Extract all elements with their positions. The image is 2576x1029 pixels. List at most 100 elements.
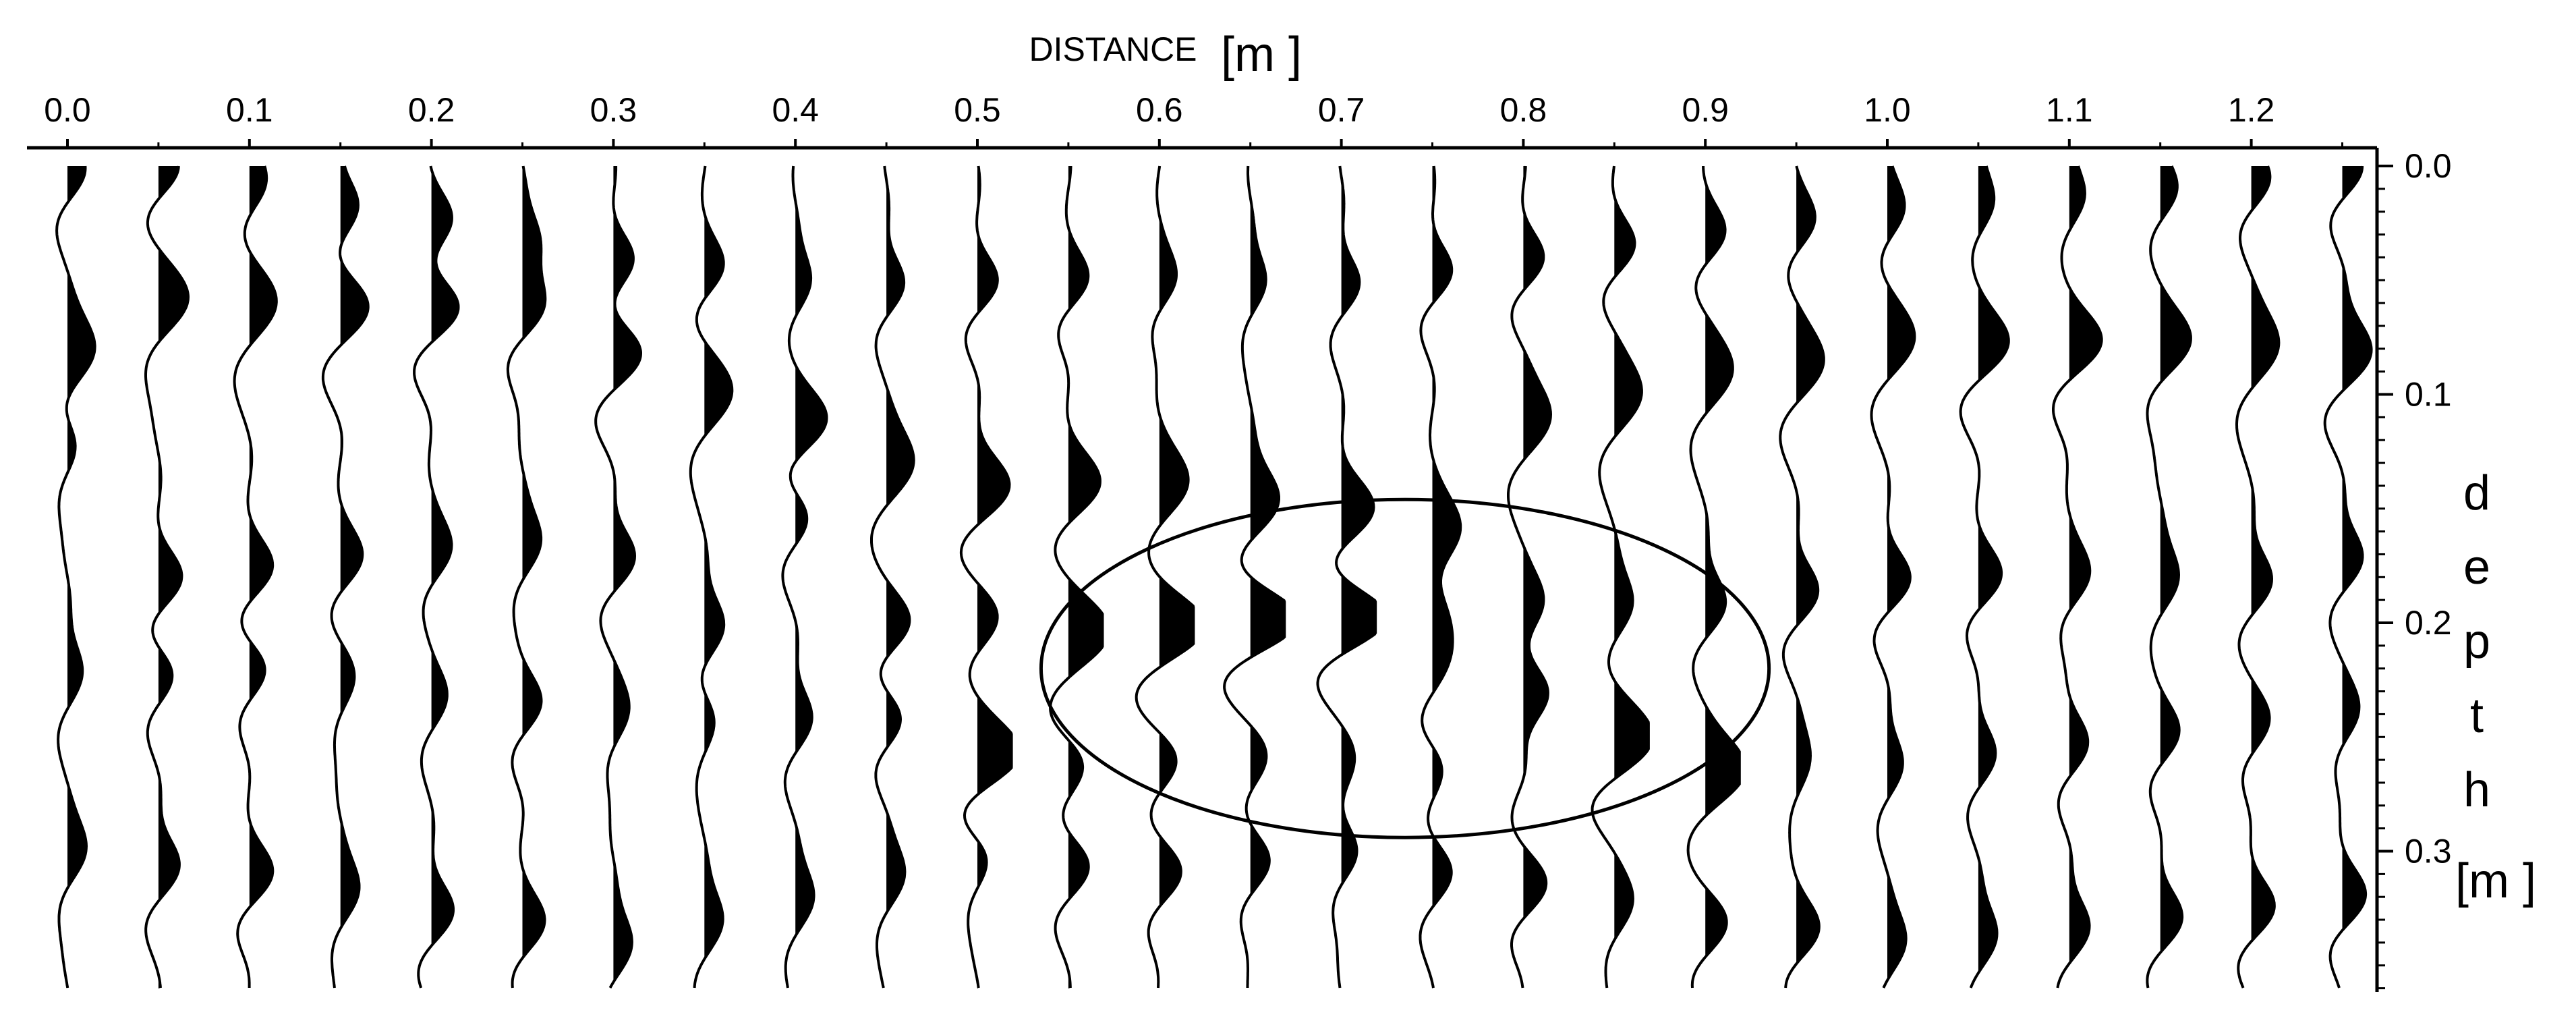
x-tick-label: 0.8	[1500, 91, 1547, 129]
y-axis-title-letter-h: h	[2463, 763, 2490, 817]
x-tick-label: 0.2	[408, 91, 455, 129]
target-highlight-ellipse	[1039, 497, 1771, 839]
trace-line	[689, 165, 734, 989]
trace-line	[1135, 165, 1195, 989]
trace-fill	[613, 166, 641, 989]
trace-fill	[1705, 166, 1740, 989]
y-tick-label: 0.1	[2405, 376, 2452, 414]
y-axis-title-letter-t: t	[2470, 689, 2484, 743]
trace-12	[1135, 165, 1195, 989]
trace-fill	[522, 166, 546, 989]
trace-13	[1223, 165, 1286, 989]
trace-5	[506, 165, 547, 989]
trace-line	[1779, 165, 1825, 989]
y-axis-title-unit: [m ]	[2455, 854, 2536, 908]
traces-layer	[55, 165, 2373, 989]
trace-19	[1779, 165, 1825, 989]
x-axis-title-unit: [m ]	[1221, 28, 1302, 82]
trace-line	[2235, 165, 2281, 989]
trace-line	[959, 165, 1013, 989]
y-tick-label: 0.3	[2405, 833, 2452, 870]
x-tick-label: 0.3	[590, 91, 637, 129]
trace-fill	[2160, 166, 2191, 989]
trace-line	[233, 165, 278, 988]
trace-20	[1870, 165, 1916, 989]
trace-line	[506, 165, 547, 989]
x-tick-label: 1.2	[2228, 91, 2275, 129]
x-axis-title: DISTANCE [m ]	[1029, 28, 1302, 82]
x-tick-label: 0.4	[772, 91, 819, 129]
trace-fill	[67, 166, 95, 989]
trace-fill	[158, 166, 188, 989]
annotation-layer	[1039, 497, 1771, 839]
y-tick-label: 0.0	[2405, 147, 2452, 185]
trace-line	[1686, 166, 1741, 989]
trace-fill	[1614, 166, 1649, 989]
trace-2	[233, 165, 278, 989]
trace-line	[413, 165, 460, 989]
trace-6	[594, 166, 642, 989]
trace-line	[2052, 165, 2103, 989]
trace-line	[1507, 165, 1553, 989]
trace-21	[1959, 165, 2010, 989]
trace-23	[2146, 165, 2192, 989]
trace-14	[1316, 165, 1377, 989]
trace-17	[1591, 165, 1650, 989]
trace-8	[781, 165, 828, 989]
trace-fill	[1432, 166, 1461, 989]
trace-line	[55, 165, 96, 989]
y-axis-title: d e p t h [m ]	[2455, 466, 2536, 908]
trace-line	[321, 165, 370, 989]
trace-fill	[2069, 166, 2102, 989]
trace-line	[144, 165, 190, 989]
x-tick-label: 0.7	[1318, 91, 1365, 129]
trace-line	[2323, 165, 2373, 989]
y-axis-title-letter-d: d	[2463, 466, 2490, 520]
trace-fill	[1978, 166, 2009, 989]
trace-fill	[1250, 166, 1285, 989]
trace-3	[321, 165, 370, 989]
trace-fill	[886, 166, 914, 989]
trace-24	[2235, 165, 2281, 989]
trace-fill	[1341, 166, 1376, 989]
x-tick-label: 1.0	[1864, 91, 1911, 129]
x-tick-label: 0.0	[44, 91, 91, 129]
trace-25	[2323, 165, 2373, 989]
trace-15	[1419, 165, 1462, 989]
x-tick-label: 0.6	[1136, 91, 1183, 129]
x-tick-label: 0.5	[954, 91, 1001, 129]
trace-line	[594, 166, 642, 989]
x-axis-ticks: 0.0 0.1 0.2 0.3 0.4 0.5 0.6 0.7 0.8 0.9 1.0 1.1 1.2	[44, 91, 2343, 148]
trace-fill	[795, 166, 827, 989]
trace-line	[1591, 165, 1650, 989]
trace-fill	[1159, 166, 1194, 989]
trace-fill	[1796, 166, 1824, 989]
y-axis-ticks: 0.0 0.1 0.2 0.3	[2377, 147, 2452, 990]
trace-16	[1507, 165, 1553, 989]
trace-line	[870, 165, 915, 989]
trace-22	[2052, 165, 2103, 989]
trace-line	[2146, 165, 2192, 989]
trace-fill	[2342, 166, 2372, 989]
trace-fill	[249, 166, 277, 989]
x-tick-label: 0.1	[226, 91, 273, 129]
x-tick-label: 1.1	[2046, 91, 2093, 129]
trace-line	[1223, 165, 1286, 988]
trace-line	[1870, 165, 1916, 989]
trace-7	[689, 165, 734, 989]
trace-line	[1316, 165, 1377, 989]
x-tick-label: 0.9	[1682, 91, 1729, 129]
trace-1	[144, 165, 190, 989]
trace-11	[1049, 166, 1104, 989]
trace-line	[1419, 165, 1462, 989]
trace-18	[1686, 166, 1741, 989]
y-axis-title-letter-p: p	[2463, 615, 2490, 669]
trace-line	[1959, 165, 2010, 989]
trace-4	[413, 165, 460, 989]
trace-fill	[2251, 166, 2279, 989]
y-axis-title-letter-e: e	[2463, 540, 2490, 594]
trace-10	[959, 165, 1013, 989]
y-tick-label: 0.2	[2405, 604, 2452, 642]
trace-9	[870, 165, 915, 989]
